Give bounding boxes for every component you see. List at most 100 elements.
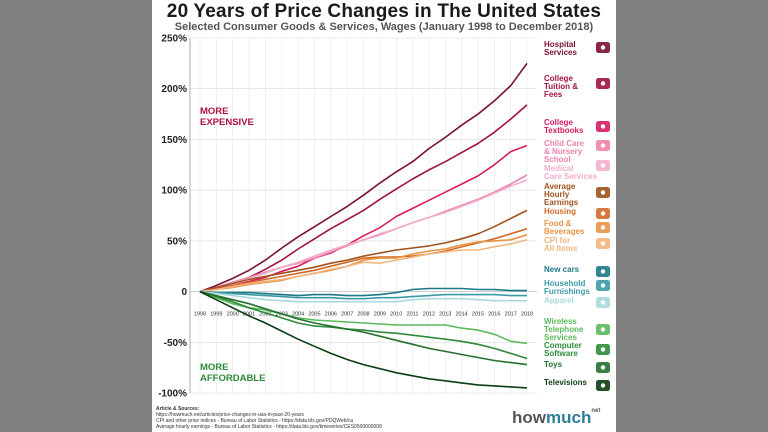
series-label-line: Software	[544, 349, 578, 358]
y-tick-label: 150%	[161, 135, 187, 146]
series-line-college-textbooks	[199, 144, 528, 293]
x-tick-label: 2016	[488, 312, 500, 318]
computer-icon-detail	[600, 347, 606, 352]
series-label-line: College	[544, 74, 573, 83]
howmuch-logo: howmuchnet	[512, 408, 600, 428]
phone-icon-detail	[600, 327, 606, 332]
series-label-line: CPI for	[544, 236, 570, 245]
car-icon	[596, 266, 610, 277]
series-label-line: Toys	[544, 360, 563, 369]
phone-icon	[596, 324, 610, 335]
tv-icon-detail	[600, 383, 606, 388]
x-tick-label: 2009	[374, 312, 386, 318]
series-label-housing: Housing	[544, 207, 576, 216]
y-tick-label: 100%	[161, 186, 187, 197]
series-line-hospital-services	[199, 62, 528, 293]
x-tick-label: 2001	[243, 312, 255, 318]
y-tick-label: -100%	[158, 389, 187, 400]
series-label-line: Beverages	[544, 227, 585, 236]
series-label-line: Wireless	[544, 317, 577, 326]
series-label-line: School	[544, 155, 571, 164]
series-lines	[199, 62, 528, 389]
computer-icon	[596, 344, 610, 355]
series-label-line: & Nursery	[544, 147, 583, 156]
y-tick-label: 250%	[161, 34, 187, 45]
x-tick-label: 2005	[308, 312, 320, 318]
logo-how: how	[512, 408, 546, 427]
car-icon-detail	[600, 269, 606, 274]
series-line-food-beverages	[199, 234, 528, 293]
tv-icon	[596, 380, 610, 391]
sources-heading: Article & Sources:	[156, 406, 200, 412]
zone-label-more-affordable: MORE	[200, 362, 229, 373]
x-tick-label: 1998	[194, 312, 206, 318]
series-label-cpi-for-all-items: CPI for All Items	[544, 236, 578, 253]
series-line-college-tuition-fees	[199, 104, 528, 293]
house-icon-detail	[600, 211, 606, 216]
series-label-line: Medical	[544, 164, 573, 173]
series-label-line: Computer	[544, 341, 582, 350]
zone-label-more-expensive: MORE	[200, 106, 229, 117]
shirt-icon	[596, 297, 610, 308]
infographic-card: 20 Years of Price Changes in The United …	[152, 0, 616, 432]
child-care-icon-detail	[600, 143, 606, 148]
series-line-average-hourly-earnings	[199, 209, 528, 293]
zone-label-more-affordable: AFFORDABLE	[200, 373, 265, 384]
stethoscope-icon	[596, 160, 610, 171]
hospital-icon-detail	[600, 45, 606, 50]
series-line-televisions	[199, 290, 528, 389]
x-tick-label: 2017	[505, 312, 517, 318]
child-care-icon	[596, 140, 610, 151]
series-label-line: Hospital	[544, 40, 576, 49]
x-tick-label: 2014	[455, 312, 467, 318]
sources-block: Article & Sources: https://howmuch.net/a…	[156, 406, 382, 430]
series-label-line: College	[544, 118, 573, 127]
sofa-icon-detail	[600, 283, 606, 288]
x-tick-label: 2000	[227, 312, 239, 318]
series-label-line: Care Services	[544, 172, 597, 181]
series-label-line: Hourly	[544, 190, 570, 199]
price-tag-icon-detail	[600, 241, 606, 246]
series-label-line: Housing	[544, 207, 576, 216]
source-line: Average hourly earnings - Bureau of Labo…	[156, 424, 382, 430]
price-tag-icon	[596, 238, 610, 249]
hospital-icon	[596, 42, 610, 53]
y-axis: 250% 200% 150% 100% 50% 0 -50% -100%	[158, 34, 187, 400]
x-tick-label: 2007	[341, 312, 353, 318]
y-tick-label: 200%	[161, 84, 187, 95]
chart-grid	[189, 37, 537, 394]
y-tick-label: -50%	[164, 338, 187, 349]
x-tick-label: 2008	[357, 312, 369, 318]
x-tick-label: 2012	[423, 312, 435, 318]
series-line-wireless-telephone-services	[199, 290, 528, 345]
source-line: CPI and other price indices - Bureau of …	[156, 418, 354, 424]
x-tick-label: 2006	[325, 312, 337, 318]
house-icon	[596, 208, 610, 219]
series-label-line: Average	[544, 182, 576, 191]
series-label-line: Food &	[544, 219, 572, 228]
series-label-line: Household	[544, 279, 585, 288]
line-chart: 250% 200% 150% 100% 50% 0 -50% -100% 1998 1999 20…	[158, 34, 610, 400]
series-line-cpi-for-all-items	[199, 239, 528, 293]
logo-net: net	[591, 408, 601, 414]
series-label-line: Fees	[544, 90, 563, 99]
series-label-line: Televisions	[544, 378, 588, 387]
x-tick-label: 2013	[439, 312, 451, 318]
series-line-housing	[199, 227, 528, 293]
x-tick-label: 2004	[292, 312, 304, 318]
series-label-child-care-nursery-school: Child Care & Nursery School	[544, 139, 585, 164]
graduation-cap-icon	[596, 78, 610, 89]
series-label-televisions: Televisions	[544, 378, 588, 387]
clock-dollar-icon-detail	[600, 190, 606, 195]
series-label-line: Child Care	[544, 139, 585, 148]
series-label-college-textbooks: College Textbooks	[544, 118, 584, 135]
books-icon	[596, 121, 610, 132]
x-tick-label: 2010	[390, 312, 402, 318]
clock-dollar-icon	[596, 187, 610, 198]
series-label-line: Telephone	[544, 325, 584, 334]
series-line-household-furnishings	[199, 290, 527, 300]
series-label-line: Textbooks	[544, 126, 584, 135]
toy-icon-detail	[600, 365, 606, 370]
